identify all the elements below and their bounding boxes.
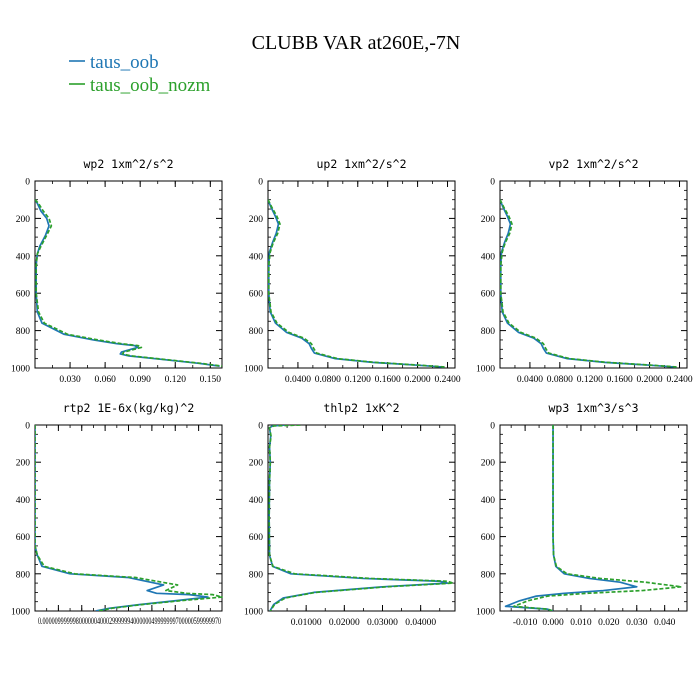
y-tick-label-thlp2: 200: [249, 459, 264, 469]
x-tick-label-vp2: 0.2400: [666, 375, 692, 385]
series-line-thlp2-taus-oob-nozm: [268, 425, 454, 611]
panel-title-vp2: vp2 1xm^2/s^2: [548, 157, 638, 171]
panel-title-up2: up2 1xm^2/s^2: [316, 157, 406, 171]
y-tick-label-wp3: 1000: [476, 608, 495, 618]
y-tick-label-thlp2: 800: [249, 570, 264, 580]
series-line-vp2-taus-oob-nozm: [500, 199, 679, 368]
y-tick-label-vp2: 0: [490, 178, 495, 188]
x-tick-label-thlp2: 0.02000: [329, 618, 360, 628]
x-tick-label-wp2: 0.150: [200, 375, 222, 385]
y-tick-label-wp2: 0: [25, 178, 30, 188]
y-tick-label-rtp2: 0: [25, 422, 30, 432]
series-line-up2-taus-oob-nozm: [268, 199, 447, 368]
panel-vp2: vp2 1xm^2/s^2 0 200 400 600 800 1000 0.0400 0.08…: [476, 157, 693, 385]
x-tick-label-wp2: 0.030: [59, 375, 81, 385]
panel-title-rtp2: rtp2 1E-6x(kg/kg)^2: [63, 401, 195, 415]
x-tick-label-up2: 0.1200: [345, 375, 371, 385]
x-tick-label-up2: 0.0800: [315, 375, 341, 385]
series-line-up2-taus-oob: [268, 199, 444, 368]
x-tick-label-vp2: 0.2000: [637, 375, 663, 385]
y-tick-label-rtp2: 400: [16, 496, 31, 506]
y-tick-label-up2: 1000: [244, 365, 263, 375]
y-tick-label-rtp2: 1000: [11, 608, 30, 618]
x-tick-label-wp3: -0.010: [513, 618, 538, 628]
y-tick-label-wp3: 0: [490, 422, 495, 432]
x-tick-label-wp2: 0.060: [94, 375, 116, 385]
y-tick-label-vp2: 1000: [476, 365, 495, 375]
x-tick-label-vp2: 0.0400: [517, 375, 543, 385]
y-tick-label-rtp2: 800: [16, 570, 31, 580]
y-tick-label-wp2: 600: [16, 290, 31, 300]
series-line-vp2-taus-oob: [500, 199, 676, 368]
legend: taus_oob taus_oob_nozm: [69, 52, 211, 96]
y-tick-label-rtp2: 200: [16, 459, 31, 469]
y-tick-label-wp2: 200: [16, 215, 31, 225]
y-tick-label-thlp2: 400: [249, 496, 264, 506]
y-tick-label-rtp2: 600: [16, 533, 31, 543]
y-tick-label-wp3: 400: [481, 496, 496, 506]
panel-rtp2: rtp2 1E-6x(kg/kg)^2 0 200 400 600 800 1000 0.00…: [11, 401, 223, 627]
x-tick-label-wp3: 0.000: [542, 618, 564, 628]
y-tick-label-vp2: 200: [481, 215, 496, 225]
y-tick-label-vp2: 600: [481, 290, 496, 300]
x-tick-labels-rtp2: 0.00000999999800000040002999999400000049…: [38, 617, 221, 627]
y-tick-label-up2: 0: [258, 178, 263, 188]
y-tick-label-wp2: 400: [16, 252, 31, 262]
x-tick-label-vp2: 0.0800: [547, 375, 573, 385]
y-tick-label-up2: 200: [249, 215, 264, 225]
x-tick-label-wp3: 0.020: [598, 618, 620, 628]
x-tick-label-vp2: 0.1600: [607, 375, 633, 385]
y-tick-label-up2: 800: [249, 327, 264, 337]
y-tick-label-wp3: 200: [481, 459, 496, 469]
panel-wp3: wp3 1xm^3/s^3 0 200 400 600 800 1000 -0.010 0.00…: [476, 401, 688, 628]
x-tick-label-up2: 0.2000: [405, 375, 431, 385]
x-tick-label-wp3: 0.030: [626, 618, 648, 628]
x-tick-label-wp3: 0.010: [570, 618, 592, 628]
panel-up2: up2 1xm^2/s^2 0 200 400 600 800 1000 0.0400 0.08…: [244, 157, 461, 385]
y-tick-label-thlp2: 0: [258, 422, 263, 432]
panel-grid: wp2 1xm^2/s^2 0 200 400 600 800 1000 0.030 0.060…: [11, 157, 693, 628]
series-line-wp3-taus-oob-nozm: [513, 425, 683, 611]
legend-label-taus-oob-nozm: taus_oob_nozm: [90, 75, 211, 96]
legend-label-taus-oob: taus_oob: [90, 52, 159, 73]
y-tick-label-wp2: 1000: [11, 365, 30, 375]
panel-title-wp2: wp2 1xm^2/s^2: [83, 157, 173, 171]
y-tick-label-wp3: 800: [481, 570, 496, 580]
y-tick-label-wp3: 600: [481, 533, 496, 543]
x-tick-label-thlp2: 0.01000: [291, 618, 322, 628]
x-tick-label-wp2: 0.090: [130, 375, 152, 385]
x-tick-label-thlp2: 0.03000: [367, 618, 398, 628]
y-tick-label-thlp2: 1000: [244, 608, 263, 618]
x-tick-label-up2: 0.0400: [285, 375, 311, 385]
y-tick-label-wp2: 800: [16, 327, 31, 337]
y-tick-label-up2: 600: [249, 290, 264, 300]
x-tick-label-wp2: 0.120: [165, 375, 187, 385]
y-tick-label-thlp2: 600: [249, 533, 264, 543]
series-line-wp2-taus-oob: [35, 199, 220, 367]
x-tick-label-wp3: 0.040: [654, 618, 676, 628]
series-line-rtp2-taus-oob-nozm: [35, 425, 223, 611]
x-tick-label-thlp2: 0.04000: [405, 618, 436, 628]
series-line-wp2-taus-oob-nozm: [35, 199, 223, 367]
panel-thlp2: thlp2 1xK^2 0 200 400 600 800 1000 0.01000 0.020…: [244, 401, 456, 628]
x-tick-label-up2: 0.2400: [434, 375, 460, 385]
panel-title-wp3: wp3 1xm^3/s^3: [548, 401, 638, 415]
y-tick-label-up2: 400: [249, 252, 264, 262]
y-tick-label-vp2: 400: [481, 252, 496, 262]
y-tick-label-vp2: 800: [481, 327, 496, 337]
x-tick-label-vp2: 0.1200: [577, 375, 603, 385]
figure-title: CLUBB VAR at260E,-7N: [252, 32, 461, 54]
x-tick-label-up2: 0.1600: [375, 375, 401, 385]
panel-title-thlp2: thlp2 1xK^2: [323, 401, 399, 415]
panel-wp2: wp2 1xm^2/s^2 0 200 400 600 800 1000 0.030 0.060…: [11, 157, 223, 385]
